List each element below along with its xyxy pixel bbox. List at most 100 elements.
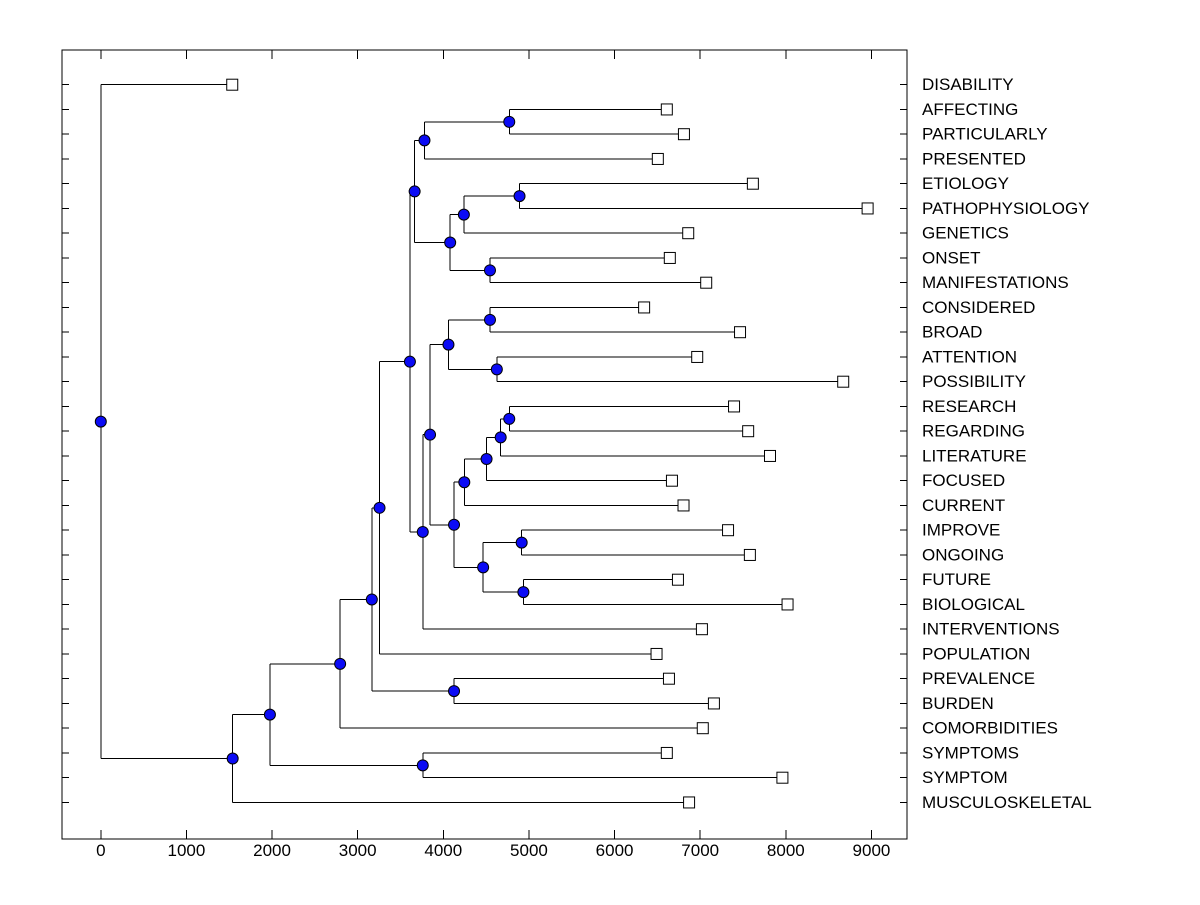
leaf-marker[interactable] bbox=[660, 103, 673, 116]
leaf-marker[interactable] bbox=[677, 128, 690, 141]
internal-node-marker[interactable] bbox=[477, 561, 490, 574]
internal-node-marker[interactable] bbox=[513, 190, 526, 203]
x-tick-label: 2000 bbox=[253, 841, 291, 860]
leaf-label: PARTICULARLY bbox=[922, 125, 1048, 144]
internal-node-marker[interactable] bbox=[448, 685, 461, 698]
leaf-marker[interactable] bbox=[683, 796, 696, 809]
internal-node-marker[interactable] bbox=[494, 431, 507, 444]
leaf-marker[interactable] bbox=[671, 573, 684, 586]
leaf-label: FUTURE bbox=[922, 570, 991, 589]
internal-node-marker[interactable] bbox=[94, 415, 107, 428]
leaf-label: ATTENTION bbox=[922, 347, 1017, 366]
leaf-label: GENETICS bbox=[922, 224, 1009, 243]
leaf-label: POSSIBILITY bbox=[922, 372, 1026, 391]
x-tick-label: 8000 bbox=[767, 841, 805, 860]
leaf-marker[interactable] bbox=[722, 524, 735, 537]
leaf-marker[interactable] bbox=[638, 301, 651, 314]
leaf-label: DISABILITY bbox=[922, 75, 1014, 94]
leaf-marker[interactable] bbox=[663, 251, 676, 264]
leaf-marker[interactable] bbox=[763, 449, 776, 462]
leaf-label: ONSET bbox=[922, 248, 981, 267]
leaf-label: BIOLOGICAL bbox=[922, 595, 1025, 614]
leaf-marker[interactable] bbox=[665, 474, 678, 487]
tree-node-markers bbox=[94, 115, 530, 772]
leaf-marker[interactable] bbox=[677, 499, 690, 512]
leaf-marker[interactable] bbox=[660, 746, 673, 759]
leaf-marker[interactable] bbox=[700, 276, 713, 289]
leaf-marker[interactable] bbox=[695, 623, 708, 636]
internal-node-marker[interactable] bbox=[373, 501, 386, 514]
internal-node-marker[interactable] bbox=[226, 752, 239, 765]
x-tick-label: 4000 bbox=[424, 841, 462, 860]
plot-frame: 0 1000 2000 3000 4000 5000 6000 7000 8000 9000 bbox=[61, 49, 908, 860]
internal-node-marker[interactable] bbox=[263, 708, 276, 721]
tree-edges bbox=[100, 84, 868, 803]
internal-node-marker[interactable] bbox=[444, 236, 457, 249]
leaf-label: AFFECTING bbox=[922, 100, 1018, 119]
internal-node-marker[interactable] bbox=[503, 412, 516, 425]
internal-node-marker[interactable] bbox=[403, 355, 416, 368]
leaf-label: REGARDING bbox=[922, 422, 1025, 441]
internal-node-marker[interactable] bbox=[480, 453, 493, 466]
leaf-label: BURDEN bbox=[922, 694, 994, 713]
leaf-marker[interactable] bbox=[696, 722, 709, 735]
leaf-label: MUSCULOSKELETAL bbox=[922, 793, 1092, 812]
leaf-marker[interactable] bbox=[651, 152, 664, 165]
x-tick-label: 6000 bbox=[596, 841, 634, 860]
leaf-marker[interactable] bbox=[742, 425, 755, 438]
leaf-label: RESEARCH bbox=[922, 397, 1016, 416]
leaf-label: PREVALENCE bbox=[922, 669, 1035, 688]
leaf-marker[interactable] bbox=[743, 548, 756, 561]
x-tick-label: 0 bbox=[96, 841, 105, 860]
internal-node-marker[interactable] bbox=[416, 525, 429, 538]
internal-node-marker[interactable] bbox=[483, 264, 496, 277]
leaf-tip-markers bbox=[226, 78, 874, 809]
internal-node-marker[interactable] bbox=[517, 586, 530, 599]
leaf-marker[interactable] bbox=[781, 598, 794, 611]
leaf-label: COMORBIDITIES bbox=[922, 719, 1058, 738]
internal-node-marker[interactable] bbox=[418, 134, 431, 147]
leaf-marker[interactable] bbox=[837, 375, 850, 388]
leaf-label: SYMPTOMS bbox=[922, 743, 1019, 762]
leaf-label: IMPROVE bbox=[922, 521, 1000, 540]
x-tick-label: 7000 bbox=[681, 841, 719, 860]
leaf-label: CURRENT bbox=[922, 496, 1005, 515]
leaf-marker[interactable] bbox=[650, 647, 663, 660]
internal-node-marker[interactable] bbox=[365, 593, 378, 606]
internal-node-marker[interactable] bbox=[490, 363, 503, 376]
x-tick-label: 1000 bbox=[168, 841, 206, 860]
leaf-marker[interactable] bbox=[746, 177, 759, 190]
leaf-label: ETIOLOGY bbox=[922, 174, 1009, 193]
internal-node-marker[interactable] bbox=[458, 476, 471, 489]
internal-node-marker[interactable] bbox=[503, 115, 516, 128]
leaf-marker[interactable] bbox=[776, 771, 789, 784]
leaf-marker[interactable] bbox=[734, 326, 747, 339]
leaf-label: INTERVENTIONS bbox=[922, 620, 1060, 639]
internal-node-marker[interactable] bbox=[448, 518, 461, 531]
plot-box bbox=[61, 49, 908, 840]
leaf-marker[interactable] bbox=[226, 78, 239, 91]
x-tick-label: 9000 bbox=[853, 841, 891, 860]
leaf-marker[interactable] bbox=[662, 672, 675, 685]
leaf-label: FOCUSED bbox=[922, 471, 1005, 490]
leaf-marker[interactable] bbox=[682, 227, 695, 240]
internal-node-marker[interactable] bbox=[442, 338, 455, 351]
x-tick-label: 5000 bbox=[510, 841, 548, 860]
leaf-label: MANIFESTATIONS bbox=[922, 273, 1069, 292]
internal-node-marker[interactable] bbox=[408, 185, 421, 198]
leaf-marker[interactable] bbox=[861, 202, 874, 215]
internal-node-marker[interactable] bbox=[424, 428, 437, 441]
leaf-label: PATHOPHYSIOLOGY bbox=[922, 199, 1090, 218]
internal-node-marker[interactable] bbox=[457, 208, 470, 221]
internal-node-marker[interactable] bbox=[515, 536, 528, 549]
leaf-marker[interactable] bbox=[707, 697, 720, 710]
internal-node-marker[interactable] bbox=[483, 313, 496, 326]
internal-node-marker[interactable] bbox=[334, 657, 347, 670]
internal-node-marker[interactable] bbox=[416, 759, 429, 772]
leaf-marker[interactable] bbox=[728, 400, 741, 413]
leaf-labels: DISABILITY AFFECTING PARTICULARLY PRESENTED… bbox=[922, 75, 1092, 812]
leaf-marker[interactable] bbox=[691, 350, 704, 363]
leaf-label: POPULATION bbox=[922, 644, 1030, 663]
